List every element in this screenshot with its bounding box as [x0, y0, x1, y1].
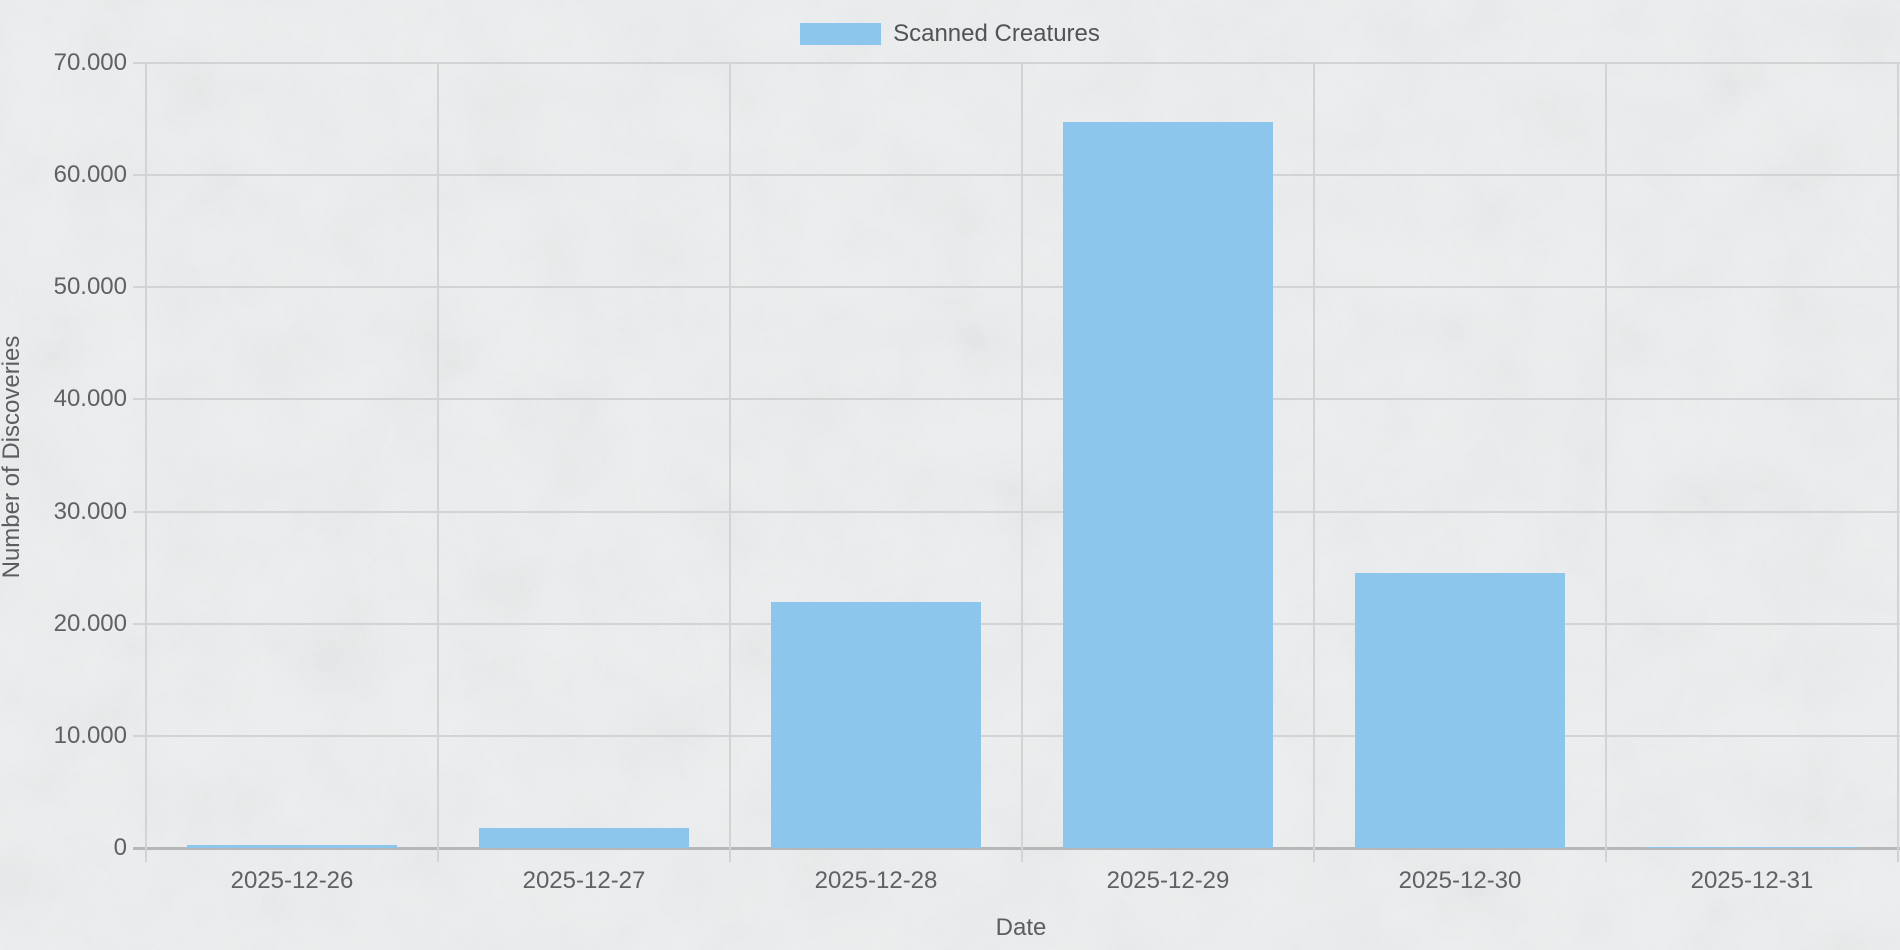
x-tick-label: 2025-12-29 — [1106, 867, 1230, 894]
y-axis-title: Number of Discoveries — [0, 335, 25, 579]
legend-item-scanned-creatures[interactable]: Scanned Creatures — [800, 20, 1100, 48]
bar-2025-12-30[interactable] — [1355, 573, 1565, 848]
bar-2025-12-28[interactable] — [771, 602, 981, 848]
x-axis-title: Date — [995, 914, 1047, 941]
x-gridline — [1605, 63, 1607, 862]
x-tick-label: 2025-12-30 — [1398, 867, 1522, 894]
y-gridline — [133, 510, 1900, 513]
bar-2025-12-26[interactable] — [187, 844, 397, 848]
x-tick-label: 2025-12-27 — [522, 867, 646, 894]
y-axis-line — [145, 63, 147, 862]
y-gridline — [133, 174, 1900, 177]
y-tick-label: 60.000 — [53, 161, 127, 189]
y-tick-label: 40.000 — [53, 385, 127, 413]
y-gridline — [133, 398, 1900, 401]
bar-2025-12-29[interactable] — [1063, 122, 1273, 848]
y-tick-label: 20.000 — [53, 609, 127, 637]
y-gridline — [133, 286, 1900, 289]
x-gridline — [729, 63, 731, 862]
x-gridline — [1897, 63, 1899, 862]
x-gridline — [1021, 63, 1023, 862]
y-gridline — [133, 62, 1900, 64]
y-gridline — [133, 734, 1900, 737]
bar-2025-12-31[interactable] — [1647, 846, 1857, 848]
y-tick-label: 30.000 — [53, 497, 127, 525]
x-tick-label: 2025-12-26 — [230, 867, 354, 894]
y-tick-label: 50.000 — [53, 273, 127, 301]
legend: Scanned Creatures — [0, 20, 1900, 48]
legend-label: Scanned Creatures — [893, 20, 1100, 47]
y-tick-label: 70.000 — [53, 49, 127, 76]
x-axis-line — [133, 847, 1900, 850]
x-tick-label: 2025-12-28 — [814, 867, 938, 894]
legend-color-swatch — [800, 23, 882, 45]
bar-2025-12-27[interactable] — [479, 827, 689, 848]
x-tick-label: 2025-12-31 — [1690, 867, 1814, 894]
x-gridline — [1313, 63, 1315, 862]
y-tick-label: 10.000 — [53, 721, 127, 749]
y-gridline — [133, 622, 1900, 625]
x-gridline — [437, 63, 439, 862]
y-tick-label: 0 — [113, 834, 127, 861]
